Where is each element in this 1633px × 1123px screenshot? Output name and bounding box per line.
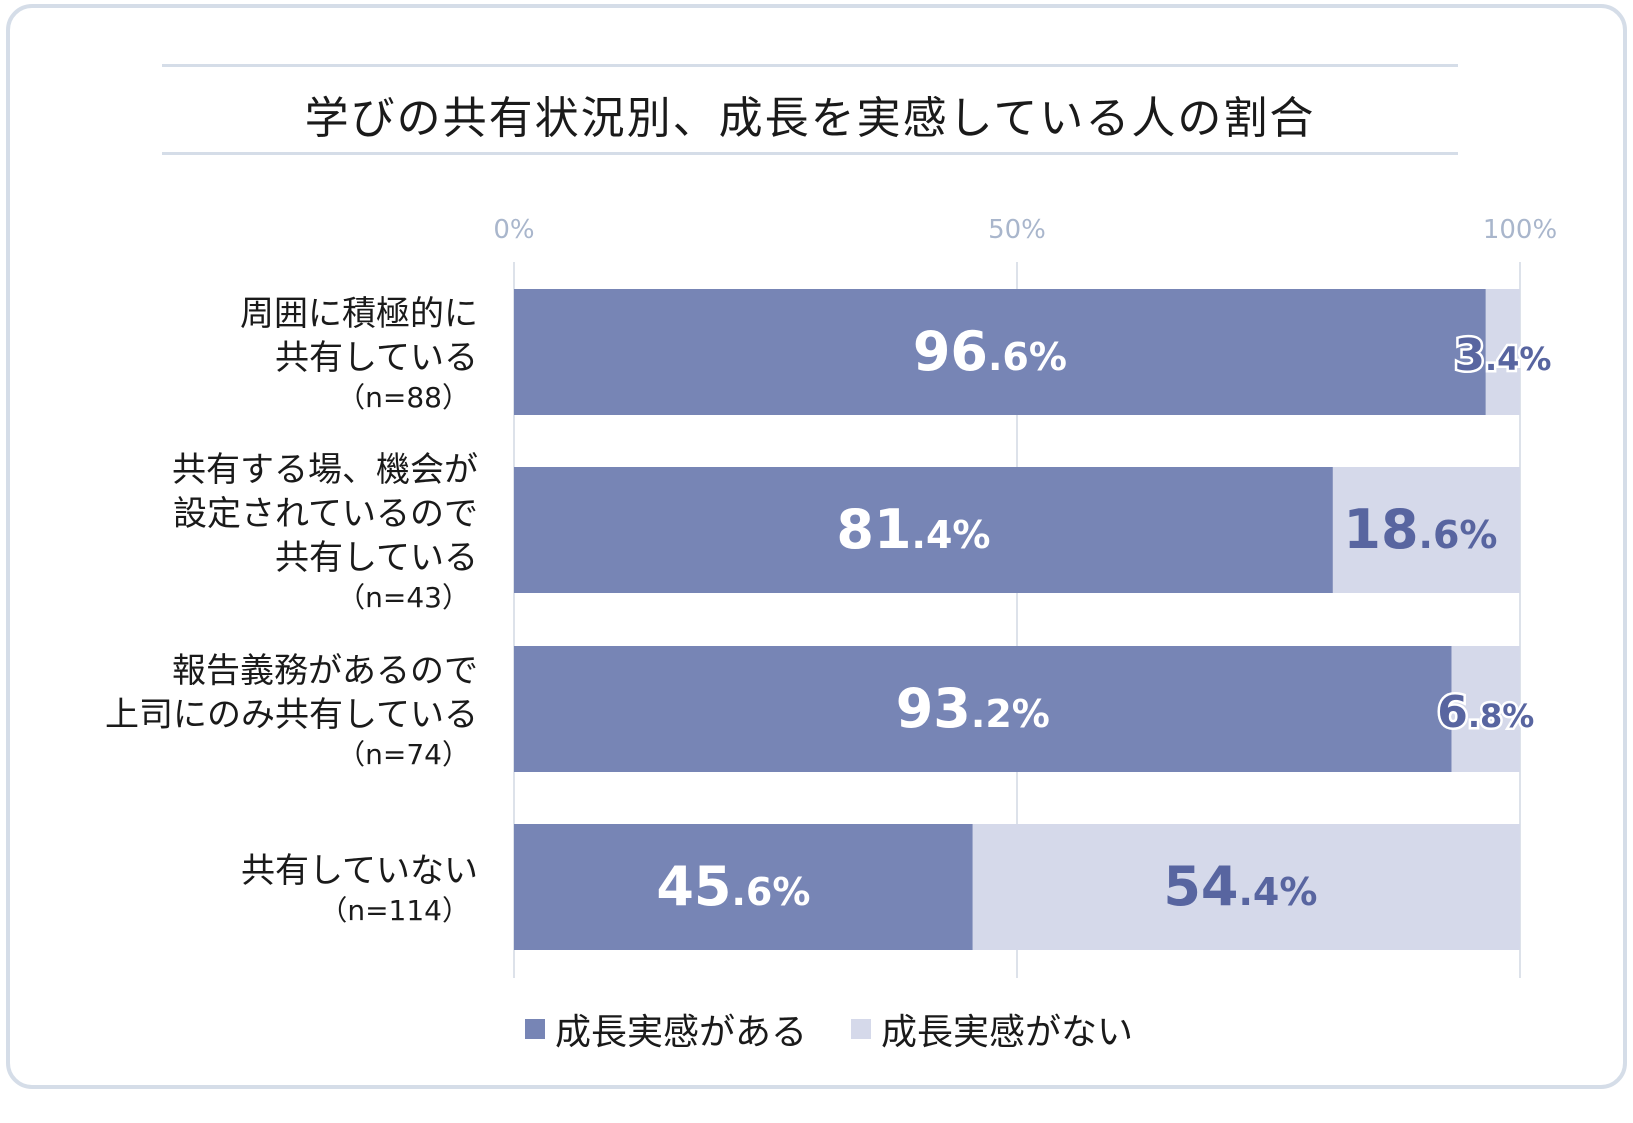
data-label-int: 3 (1454, 330, 1485, 381)
chart-title: 学びの共有状況別、成長を実感している人の割合 (304, 93, 1316, 144)
category-label: 設定されているので (173, 494, 478, 534)
data-label-int: 18 (1343, 498, 1418, 561)
data-label-positive: 93.2% (896, 677, 1050, 740)
data-label-negative: 18.6% (1343, 498, 1497, 561)
data-label-negative: 6.8% (1437, 687, 1534, 738)
data-label-dec: .4% (1238, 870, 1317, 914)
bar-negative (972, 824, 1520, 950)
data-label-int: 93 (896, 677, 971, 740)
data-label-int: 6 (1437, 687, 1468, 738)
data-label-int: 81 (836, 498, 911, 561)
legend-swatch-positive (525, 1019, 545, 1039)
data-label-negative: 54.4% (1163, 855, 1317, 918)
title-rule-bottom (162, 152, 1458, 155)
data-label-negative: 3.4% (1454, 330, 1551, 381)
category-label: 共有している (275, 338, 478, 378)
title-rule-top (162, 64, 1458, 67)
data-label-int: 54 (1163, 855, 1238, 918)
x-tick-label: 50% (988, 215, 1046, 245)
category-label: 周囲に積極的に (240, 294, 478, 334)
bar-positive (514, 289, 1486, 415)
category-label: 共有していない (241, 851, 478, 891)
data-label-dec: .6% (1419, 513, 1498, 557)
data-label-dec: .2% (971, 692, 1050, 736)
data-label-positive: 45.6% (656, 855, 810, 918)
bar-negative (1485, 289, 1520, 415)
legend-item-negative: 成長実感がない (851, 1003, 1133, 1055)
category-n-label: （n=74） (337, 738, 470, 771)
bar-positive (514, 467, 1333, 593)
legend-item-positive: 成長実感がある (525, 1003, 807, 1055)
x-tick-label: 0% (493, 215, 534, 245)
bar-negative (1332, 467, 1520, 593)
category-label: 共有する場、機会が (172, 450, 478, 490)
category-label: 上司にのみ共有している (105, 695, 478, 735)
data-label-positive: 96.6% (913, 320, 1067, 383)
legend: 成長実感がある 成長実感がない (0, 1003, 1633, 1053)
category-n-label: （n=114） (319, 894, 470, 927)
legend-label-positive: 成長実感がある (555, 1012, 808, 1053)
data-label-dec: .4% (912, 513, 991, 557)
data-label-int: 96 (913, 320, 988, 383)
category-n-label: （n=88） (337, 381, 470, 414)
bar-positive (514, 824, 973, 950)
data-label-positive: 81.4% (836, 498, 990, 561)
legend-label-negative: 成長実感がない (881, 1012, 1134, 1053)
bar-negative (1451, 646, 1520, 772)
data-label-dec: .8% (1468, 697, 1534, 735)
x-tick-label: 100% (1483, 215, 1557, 245)
category-label: 共有している (275, 538, 478, 578)
data-label-int: 45 (656, 855, 731, 918)
category-label: 報告義務があるので (172, 651, 478, 691)
category-n-label: （n=43） (337, 581, 470, 614)
data-label-dec: .4% (1485, 340, 1551, 378)
stacked-bar-chart: 0% 50% 100%96.6% 3.4%周囲に積極的に共有している（n=88）81.… (105, 215, 1557, 978)
legend-swatch-negative (851, 1019, 871, 1039)
data-label-dec: .6% (731, 870, 810, 914)
data-label-dec: .6% (988, 335, 1067, 379)
bar-positive (514, 646, 1452, 772)
